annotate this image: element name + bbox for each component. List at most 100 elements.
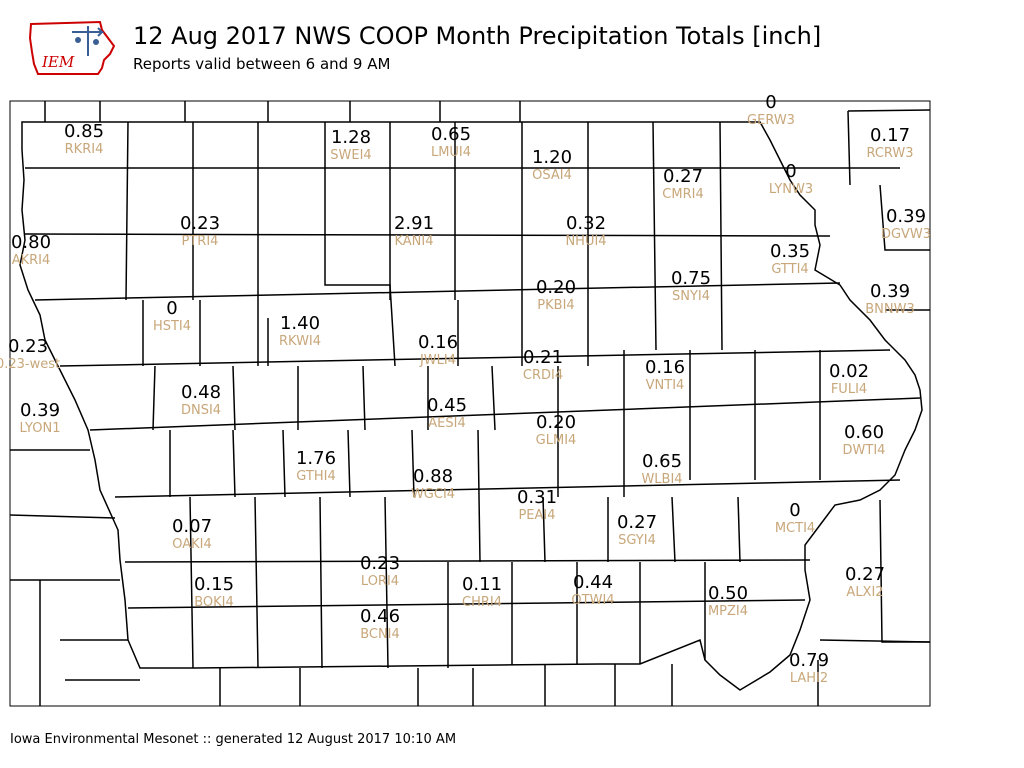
- station-id: 0.23-west: [0, 357, 60, 372]
- station-id: CMRI4: [662, 187, 703, 202]
- station-value: 0.11: [462, 574, 502, 595]
- county-line: [34, 282, 841, 301]
- county-line: [652, 121, 657, 351]
- station-value: 0.23: [8, 336, 48, 357]
- iowa-outline: [28, 20, 116, 75]
- station-marker: 0.230.23-west: [0, 336, 60, 372]
- station-id: OTWI4: [571, 593, 614, 608]
- county-line: [491, 365, 496, 431]
- station-id: DWTI4: [843, 443, 886, 458]
- station-id: AKRI4: [12, 253, 51, 268]
- station-value: 0.17: [870, 125, 910, 146]
- county-line: [477, 429, 481, 563]
- county-line: [362, 365, 366, 431]
- station-id: MCTI4: [775, 521, 815, 536]
- weathervane-arrow-icon: [72, 27, 105, 37]
- county-line: [411, 429, 415, 498]
- station-id: SNYI4: [672, 289, 710, 304]
- county-line: [671, 496, 676, 563]
- station-id: LAHI2: [790, 671, 828, 686]
- station-value: 0: [789, 500, 800, 521]
- station-value: 2.91: [394, 213, 434, 234]
- station-value: 0.21: [523, 347, 563, 368]
- station-id: WGCI4: [411, 487, 455, 502]
- station-value: 0.39: [886, 206, 926, 227]
- station-id: OAKI4: [172, 537, 212, 552]
- station-value: 0.20: [536, 412, 576, 433]
- station-id: PKBI4: [537, 298, 574, 313]
- station-value: 0.16: [418, 332, 458, 353]
- station-id: DGVW3: [881, 227, 931, 242]
- county-line: [125, 121, 129, 301]
- station-value: 0.48: [181, 382, 221, 403]
- station-id: GLMI4: [536, 433, 577, 448]
- station-value: 0.39: [20, 400, 60, 421]
- station-id: BNNW3: [865, 302, 915, 317]
- county-line: [719, 121, 723, 351]
- station-value: 1.20: [532, 147, 572, 168]
- state-line: [219, 664, 673, 706]
- station-value: 1.28: [331, 127, 371, 148]
- station-value: 0.23: [180, 213, 220, 234]
- county-line: [189, 496, 194, 669]
- station-value: 0.27: [617, 512, 657, 533]
- station-value: 0.35: [770, 241, 810, 262]
- station-id: CRDI4: [523, 368, 563, 383]
- station-id: DNSI4: [181, 403, 221, 418]
- station-id: SGYI4: [618, 533, 656, 548]
- station-id: FULI4: [831, 382, 867, 397]
- station-id: SWEI4: [330, 148, 371, 163]
- station-value: 0.85: [64, 121, 104, 142]
- station-id: RKRI4: [65, 142, 104, 157]
- iowa-border: [19, 121, 923, 691]
- station-value: 0.60: [844, 422, 884, 443]
- county-line: [324, 122, 396, 367]
- station-id: LYON1: [20, 421, 61, 436]
- station-value: 0.39: [870, 281, 910, 302]
- station-id: LORI4: [361, 574, 399, 589]
- station-value: 0: [785, 161, 796, 182]
- state-line: [44, 101, 521, 122]
- page-subtitle: Reports valid between 6 and 9 AM: [133, 55, 391, 73]
- county-line: [542, 496, 546, 563]
- map-frame: [9, 100, 931, 707]
- station-id: OSAI4: [532, 168, 572, 183]
- station-id: HSTI4: [153, 319, 191, 334]
- station-value: 1.40: [280, 313, 320, 334]
- station-id: RCRW3: [866, 146, 913, 161]
- station-id: BOKI4: [194, 595, 234, 610]
- county-line: [737, 496, 741, 563]
- state-line: [817, 639, 930, 706]
- station-id: CHRI4: [462, 595, 502, 610]
- station-id: BCNI4: [360, 627, 400, 642]
- station-value: 0.15: [194, 574, 234, 595]
- county-line: [232, 429, 236, 498]
- county-line: [59, 349, 891, 367]
- station-value: 0: [765, 92, 776, 113]
- station-value: 0.65: [431, 124, 471, 145]
- station-id: RKWI4: [279, 334, 321, 349]
- station-id: PTRI4: [182, 234, 219, 249]
- station-value: 0.79: [789, 650, 829, 671]
- weathervane-cup-icon: [75, 37, 81, 43]
- station-value: 0.50: [708, 583, 748, 604]
